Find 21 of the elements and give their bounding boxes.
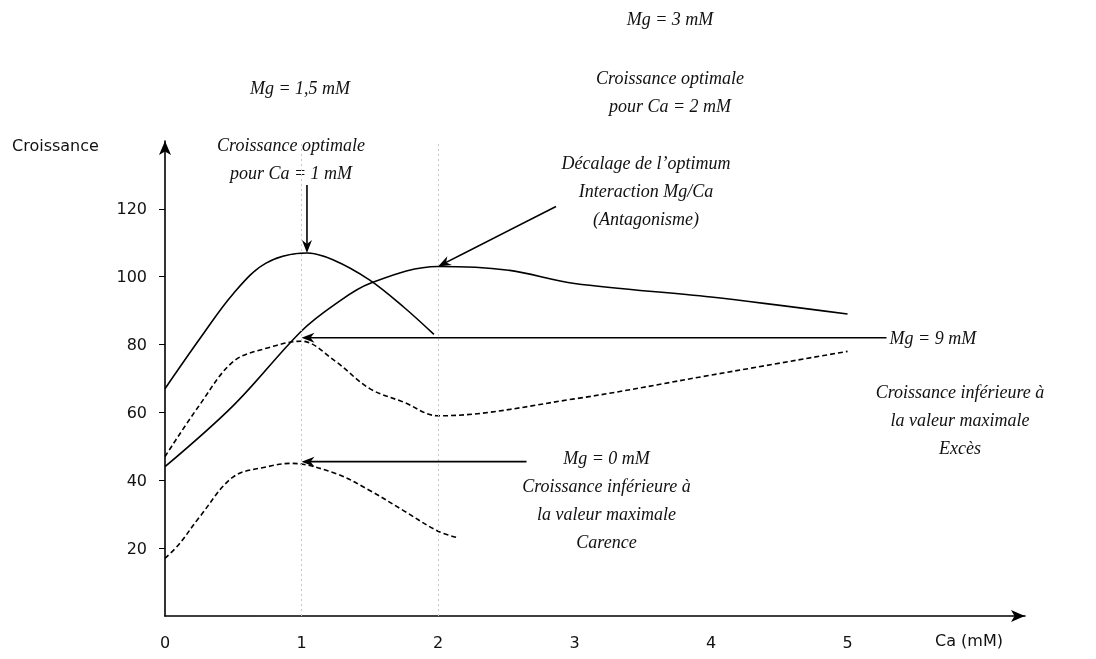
annotation: Mg = 0 mM Croissance inférieure à la valeur maximale Carence [522, 447, 691, 552]
y-tick-label: 120 [116, 199, 147, 219]
text: Mg = 1,5 mM [248, 78, 352, 98]
x-tick-label: 5 [842, 632, 853, 652]
y-tick-label: 100 [116, 267, 147, 287]
annotation: Décalage de l’optimum Interaction Mg/Ca (Antagonisme) [560, 152, 731, 230]
y-tick-label: 60 [126, 402, 147, 422]
y-axis-title: Croissance [12, 135, 99, 155]
x-tick-label: 0 [159, 632, 171, 652]
text: Mg = 3 mM [625, 9, 715, 29]
y-tick-label: 80 [126, 335, 147, 355]
x-tick-label: 2 [432, 632, 444, 652]
annotation: Mg = 9 mM [888, 327, 978, 348]
x-tick-label: 1 [296, 632, 307, 652]
x-axis-title: Ca (mM) [935, 630, 1003, 650]
y-tick-label: 20 [126, 538, 147, 558]
text: Croissance optimale pour Ca = 2 mM [596, 68, 744, 116]
x-tick-label: 4 [705, 632, 717, 652]
y-tick-label: 40 [126, 470, 147, 490]
x-tick-label: 3 [569, 632, 580, 652]
annotation: Croissance inférieure à la valeur maximale Excès [875, 382, 1045, 458]
